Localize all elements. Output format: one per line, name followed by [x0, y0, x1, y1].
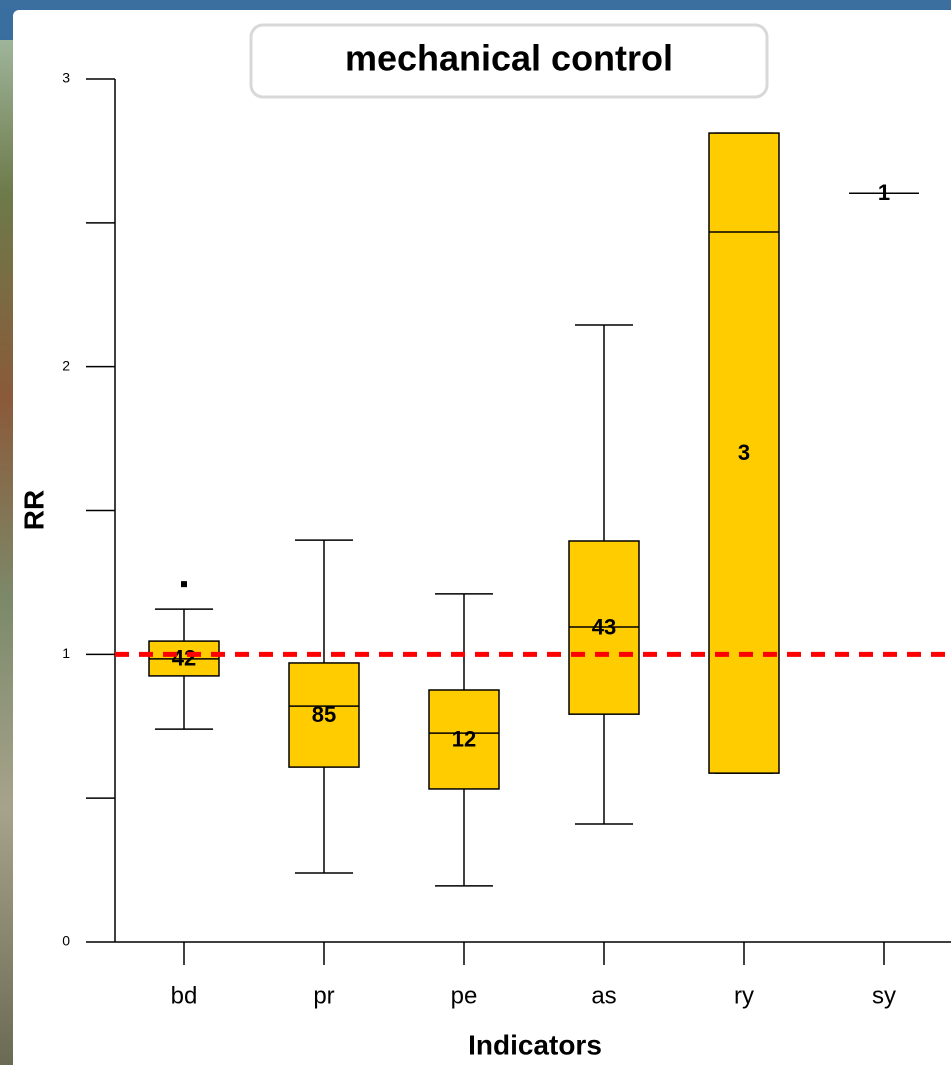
x-tick-label: pr: [313, 982, 334, 1009]
count-label: 12: [452, 726, 476, 751]
count-label: 1: [878, 180, 890, 205]
title-box: [249, 23, 769, 99]
count-label: 43: [592, 614, 616, 639]
y-tick-label: 2: [62, 357, 70, 373]
y-tick-label: 3: [62, 70, 70, 86]
outlier: [181, 581, 187, 588]
x-axis-label: Indicators: [468, 1029, 602, 1060]
x-tick-label: bd: [171, 982, 198, 1009]
y-tick-label: 1: [62, 645, 70, 661]
x-tick-label: ry: [734, 982, 754, 1009]
chart-panel: [13, 10, 951, 1065]
box: [288, 662, 360, 768]
x-tick-label: sy: [872, 982, 896, 1009]
background-photo: [0, 40, 14, 1065]
y-axis-label: RR: [18, 490, 49, 530]
count-label: 42: [172, 645, 196, 670]
box: [428, 689, 500, 790]
count-label: 85: [312, 702, 336, 727]
y-tick-label: 0: [62, 933, 70, 949]
count-label: 3: [738, 440, 750, 465]
box: [708, 132, 780, 774]
chart-title: mechanical control: [345, 38, 673, 79]
x-tick-label: as: [591, 982, 616, 1009]
x-tick-label: pe: [451, 982, 478, 1009]
